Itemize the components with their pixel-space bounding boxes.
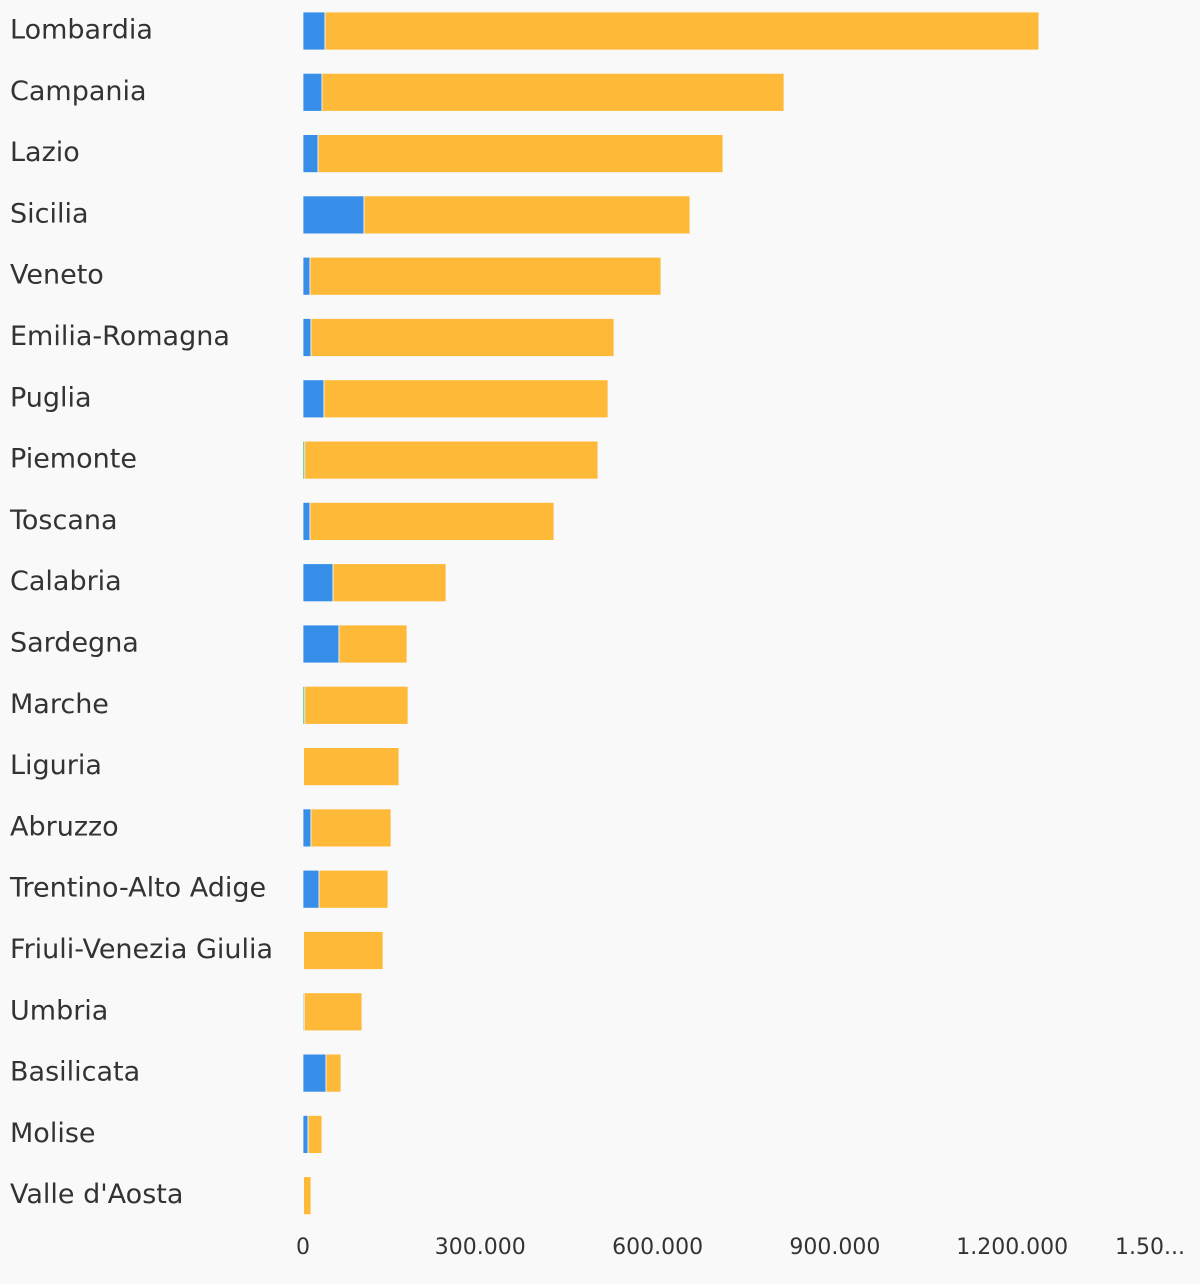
category-label: Liguria <box>10 750 102 781</box>
bar-segment <box>310 808 392 848</box>
bar-segment <box>302 134 319 174</box>
bar-segment <box>309 256 662 296</box>
x-tick-label: 600.000 <box>612 1235 703 1260</box>
bar-segment <box>310 318 615 357</box>
bar-segment <box>302 195 365 235</box>
category-label: Molise <box>10 1118 96 1149</box>
category-label: Friuli-Venezia Giulia <box>10 934 273 965</box>
category-label: Campania <box>10 76 147 107</box>
category-label: Emilia-Romagna <box>10 321 230 352</box>
bar-segment <box>325 1053 342 1093</box>
bar-segment <box>304 440 599 480</box>
bar-segment <box>302 563 334 603</box>
x-tick-label: 1.200.000 <box>956 1235 1068 1260</box>
category-label: Basilicata <box>10 1057 140 1088</box>
bar-segment <box>302 72 323 112</box>
bar-segment <box>332 563 447 603</box>
category-label: Abruzzo <box>10 811 119 842</box>
bar-segment <box>302 869 320 909</box>
bar-segment <box>318 869 389 909</box>
category-label: Trentino-Alto Adige <box>9 873 266 904</box>
bar-segment <box>321 72 785 112</box>
bar-segment <box>302 624 340 664</box>
bar-segment <box>302 1115 309 1154</box>
bar-segment <box>304 685 409 725</box>
category-label: Umbria <box>10 995 108 1026</box>
bar-segment <box>324 11 1040 51</box>
bar-segment <box>303 1176 312 1216</box>
category-label: Sicilia <box>10 198 89 229</box>
category-label: Puglia <box>10 382 92 413</box>
category-label: Piemonte <box>10 444 137 475</box>
x-tick-label: 0 <box>296 1235 310 1260</box>
bar-segment <box>363 195 691 235</box>
bar-segment <box>302 501 311 541</box>
category-label: Lazio <box>10 137 80 168</box>
bar-segment <box>302 808 312 848</box>
category-label: Veneto <box>10 260 104 291</box>
x-tick-label: 900.000 <box>789 1235 880 1260</box>
bar-segment <box>302 256 311 296</box>
category-label: Marche <box>10 689 109 720</box>
bar-segment <box>302 1053 327 1093</box>
bar-segment <box>338 624 408 664</box>
bar-segment <box>302 11 326 51</box>
category-label: Valle d'Aosta <box>10 1179 183 1210</box>
category-label: Calabria <box>10 566 122 597</box>
bar-segment <box>317 134 724 174</box>
x-tick-label: 300.000 <box>435 1235 526 1260</box>
bar-segment <box>302 318 312 357</box>
bar-segment <box>307 1115 323 1154</box>
category-label: Toscana <box>9 505 118 536</box>
category-label: Lombardia <box>10 15 153 46</box>
bar-segment <box>303 931 384 970</box>
bar-segment <box>302 379 325 419</box>
x-tick-label: 1.50... <box>1115 1235 1185 1260</box>
bar-segment <box>309 501 555 541</box>
bar-segment <box>303 992 363 1032</box>
category-label: Sardegna <box>10 628 139 659</box>
bar-segment <box>303 747 400 786</box>
bar-segment <box>323 379 609 419</box>
